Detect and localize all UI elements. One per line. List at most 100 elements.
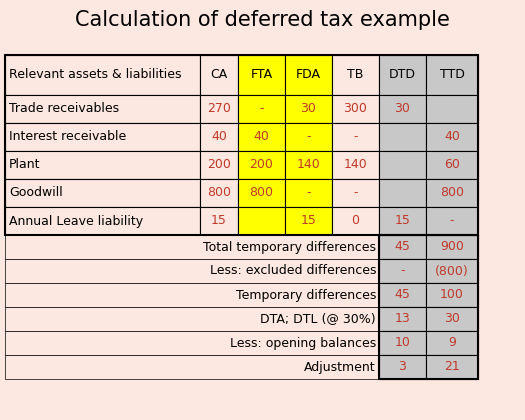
Bar xyxy=(379,283,426,307)
Bar xyxy=(426,123,478,151)
Bar xyxy=(5,355,379,379)
Text: 270: 270 xyxy=(207,102,231,116)
Text: 9: 9 xyxy=(448,336,456,349)
Text: 10: 10 xyxy=(395,336,411,349)
Text: 13: 13 xyxy=(395,312,411,326)
Bar xyxy=(285,95,332,123)
Text: Calculation of deferred tax example: Calculation of deferred tax example xyxy=(75,10,449,30)
Bar xyxy=(5,259,379,283)
Bar xyxy=(332,207,379,235)
Bar xyxy=(426,207,478,235)
Text: FTA: FTA xyxy=(250,68,272,81)
Text: 60: 60 xyxy=(444,158,460,171)
Bar xyxy=(5,235,379,259)
Bar xyxy=(238,55,285,95)
Text: 15: 15 xyxy=(300,215,317,228)
Text: Interest receivable: Interest receivable xyxy=(9,131,126,144)
Bar xyxy=(379,151,426,179)
Text: Less: excluded differences: Less: excluded differences xyxy=(209,265,376,278)
Bar xyxy=(238,207,285,235)
Bar xyxy=(285,55,332,95)
Bar xyxy=(238,179,285,207)
Text: CA: CA xyxy=(211,68,228,81)
Bar xyxy=(332,95,379,123)
Bar xyxy=(426,151,478,179)
Text: Temporary differences: Temporary differences xyxy=(236,289,376,302)
Bar xyxy=(5,331,379,355)
Text: Adjustment: Adjustment xyxy=(304,360,376,373)
Text: 30: 30 xyxy=(444,312,460,326)
Bar xyxy=(426,259,478,283)
Text: -: - xyxy=(353,131,358,144)
Text: 30: 30 xyxy=(300,102,317,116)
Text: DTA; DTL (@ 30%): DTA; DTL (@ 30%) xyxy=(260,312,376,326)
Text: Trade receivables: Trade receivables xyxy=(9,102,119,116)
Text: 21: 21 xyxy=(444,360,460,373)
Bar xyxy=(5,55,200,95)
Bar xyxy=(426,179,478,207)
Text: 100: 100 xyxy=(440,289,464,302)
Bar xyxy=(200,55,238,95)
Text: -: - xyxy=(259,102,264,116)
Bar xyxy=(379,207,426,235)
Bar xyxy=(200,95,238,123)
Text: 900: 900 xyxy=(440,241,464,254)
Bar xyxy=(379,55,426,95)
Bar xyxy=(426,55,478,95)
Bar xyxy=(379,179,426,207)
Text: -: - xyxy=(306,131,311,144)
Bar xyxy=(5,123,200,151)
Bar xyxy=(332,55,379,95)
Bar xyxy=(285,123,332,151)
Bar xyxy=(426,307,478,331)
Text: 200: 200 xyxy=(207,158,231,171)
Bar xyxy=(426,355,478,379)
Text: Goodwill: Goodwill xyxy=(9,186,63,199)
Bar xyxy=(426,95,478,123)
Bar xyxy=(238,95,285,123)
Bar xyxy=(5,95,200,123)
Text: (800): (800) xyxy=(435,265,469,278)
Text: FDA: FDA xyxy=(296,68,321,81)
Bar xyxy=(379,123,426,151)
Text: -: - xyxy=(353,186,358,199)
Bar xyxy=(200,151,238,179)
Bar xyxy=(5,283,379,307)
Text: Less: opening balances: Less: opening balances xyxy=(230,336,376,349)
Text: 800: 800 xyxy=(440,186,464,199)
Bar xyxy=(5,55,478,235)
Bar xyxy=(379,307,426,331)
Text: 40: 40 xyxy=(211,131,227,144)
Bar xyxy=(379,355,426,379)
Text: -: - xyxy=(400,265,405,278)
Text: 15: 15 xyxy=(395,215,411,228)
Text: 800: 800 xyxy=(249,186,274,199)
Bar xyxy=(379,95,426,123)
Text: Annual Leave liability: Annual Leave liability xyxy=(9,215,143,228)
Bar xyxy=(332,179,379,207)
Text: Plant: Plant xyxy=(9,158,40,171)
Text: 0: 0 xyxy=(352,215,360,228)
Bar xyxy=(285,179,332,207)
Bar xyxy=(200,123,238,151)
Bar xyxy=(285,207,332,235)
Bar xyxy=(332,123,379,151)
Text: 45: 45 xyxy=(395,289,411,302)
Text: -: - xyxy=(450,215,454,228)
Bar xyxy=(200,207,238,235)
Text: 300: 300 xyxy=(343,102,368,116)
Bar xyxy=(426,283,478,307)
Bar xyxy=(5,151,200,179)
Bar xyxy=(426,235,478,259)
Text: TTD: TTD xyxy=(439,68,465,81)
Bar xyxy=(379,235,426,259)
Text: 140: 140 xyxy=(344,158,367,171)
Text: 40: 40 xyxy=(254,131,269,144)
Text: Relevant assets & liabilities: Relevant assets & liabilities xyxy=(9,68,182,81)
Bar xyxy=(379,235,478,379)
Text: TB: TB xyxy=(348,68,364,81)
Text: 3: 3 xyxy=(398,360,406,373)
Bar xyxy=(5,207,200,235)
Bar xyxy=(5,179,200,207)
Bar xyxy=(426,331,478,355)
